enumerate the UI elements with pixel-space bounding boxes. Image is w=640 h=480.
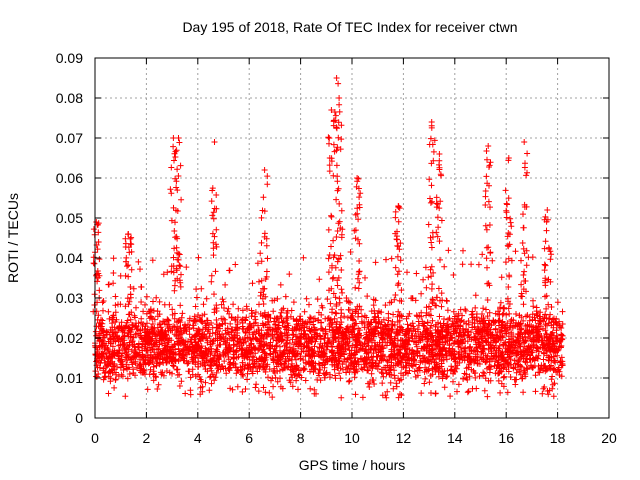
x-tick-label: 12 bbox=[396, 430, 412, 446]
x-tick-label: 14 bbox=[447, 430, 463, 446]
y-tick-label: 0.08 bbox=[56, 90, 83, 106]
y-tick-label: 0.03 bbox=[56, 290, 83, 306]
x-tick-label: 16 bbox=[498, 430, 514, 446]
x-tick-label: 2 bbox=[143, 430, 151, 446]
chart-title: Day 195 of 2018, Rate Of TEC Index for r… bbox=[182, 19, 517, 35]
x-axis-label: GPS time / hours bbox=[299, 457, 406, 473]
y-tick-label: 0.05 bbox=[56, 210, 83, 226]
x-tick-label: 18 bbox=[550, 430, 566, 446]
y-tick-label: 0.09 bbox=[56, 50, 83, 66]
axis-ticks bbox=[94, 57, 610, 419]
y-tick-label: 0.06 bbox=[56, 170, 83, 186]
y-tick-labels: 0 0.01 0.02 0.03 0.04 0.05 0.06 0.07 0.08 0.09 bbox=[56, 50, 83, 426]
x-tick-label: 4 bbox=[194, 430, 202, 446]
x-tick-label: 0 bbox=[91, 430, 99, 446]
y-tick-label: 0.02 bbox=[56, 330, 83, 346]
x-tick-label: 10 bbox=[344, 430, 360, 446]
y-tick-label: 0.07 bbox=[56, 130, 83, 146]
x-tick-label: 20 bbox=[601, 430, 617, 446]
x-tick-label: 6 bbox=[245, 430, 253, 446]
scatter-plus-markers bbox=[90, 75, 566, 401]
y-tick-label: 0.01 bbox=[56, 370, 83, 386]
x-tick-label: 8 bbox=[297, 430, 305, 446]
y-tick-label: 0 bbox=[75, 410, 83, 426]
x-tick-labels: 0 2 4 6 8 10 12 14 16 18 20 bbox=[91, 430, 617, 446]
data-points bbox=[90, 75, 566, 401]
y-tick-label: 0.04 bbox=[56, 250, 83, 266]
y-axis-label: ROTI / TECUs bbox=[5, 193, 21, 283]
